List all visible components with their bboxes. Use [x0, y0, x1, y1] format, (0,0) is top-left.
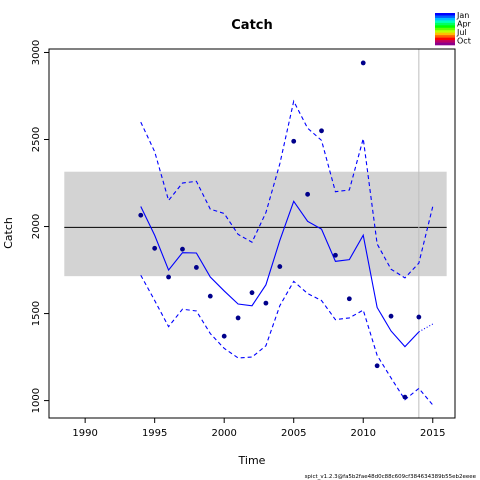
legend-color-swatch	[435, 13, 455, 16]
catch-point	[360, 60, 366, 66]
catch-point	[193, 265, 199, 270]
reference-band	[64, 171, 447, 277]
y-tick-label: 1000	[31, 388, 42, 413]
plot-area: 1990 1995 2000 2005 2010 2015 1000 1500 2000 2500…	[31, 40, 456, 439]
y-axis-title: Catch	[2, 217, 15, 249]
catch-point	[180, 246, 185, 252]
series-line-dotted-1	[418, 323, 434, 333]
catch-point	[249, 290, 255, 296]
catch-point	[291, 138, 297, 144]
legend-color-swatch	[435, 35, 455, 38]
legend-color-swatch	[435, 15, 455, 19]
plot-frame	[48, 48, 456, 419]
legend-label-apr: Apr	[457, 20, 472, 29]
version-note: spict_v1.2.3@fa5b2fae48d0c88c609cf384634…	[305, 474, 477, 480]
y-tick-label: 2000	[31, 214, 42, 239]
legend-label-jul: Jul	[456, 28, 467, 37]
chart-title: Catch	[231, 18, 273, 33]
x-axis-title: Time	[238, 454, 266, 467]
x-tick-label: 2015	[420, 428, 445, 439]
catch-point	[263, 300, 269, 306]
catch-point	[388, 313, 394, 319]
legend-label-oct: Oct	[457, 37, 471, 46]
catch-point	[207, 293, 213, 299]
x-tick-label: 1995	[142, 428, 167, 439]
catch-point	[138, 212, 144, 218]
catch-point	[346, 296, 352, 302]
y-tick-label: 1500	[31, 301, 42, 326]
legend-color-swatch	[435, 27, 455, 31]
legend-color-swatch	[435, 25, 455, 29]
catch-point	[416, 314, 422, 320]
catch-point	[221, 333, 227, 339]
y-tick-label: 2500	[31, 127, 42, 152]
catch-point	[166, 274, 171, 280]
catch-point	[374, 363, 380, 369]
y-tick-label: 3000	[31, 40, 42, 65]
series-line-dashed-2	[140, 99, 434, 279]
legend-color-swatch	[435, 42, 455, 46]
series-line-dashed-3	[140, 275, 434, 406]
legend-color-swatch	[435, 30, 455, 33]
catch-point	[402, 394, 408, 400]
catch-point	[305, 191, 311, 197]
x-tick-label: 1990	[72, 428, 97, 439]
catch-point	[152, 245, 158, 251]
legend-color-swatch	[435, 22, 455, 26]
legend-label-jan: Jan	[456, 11, 469, 20]
x-tick-label: 2000	[211, 428, 236, 439]
legend-color-swatch	[435, 20, 455, 24]
legend-color-swatch	[435, 40, 455, 43]
legend-color-swatch	[435, 32, 455, 36]
catch-point	[319, 128, 324, 134]
legend-color-swatch	[435, 37, 455, 41]
catch-point	[333, 252, 338, 258]
series-line-solid-0	[140, 200, 420, 348]
legend-color-swatch	[435, 17, 455, 21]
catch-point	[235, 315, 241, 321]
catch-point	[277, 264, 283, 269]
x-tick-label: 2010	[351, 428, 376, 439]
x-tick-label: 2005	[281, 428, 306, 439]
